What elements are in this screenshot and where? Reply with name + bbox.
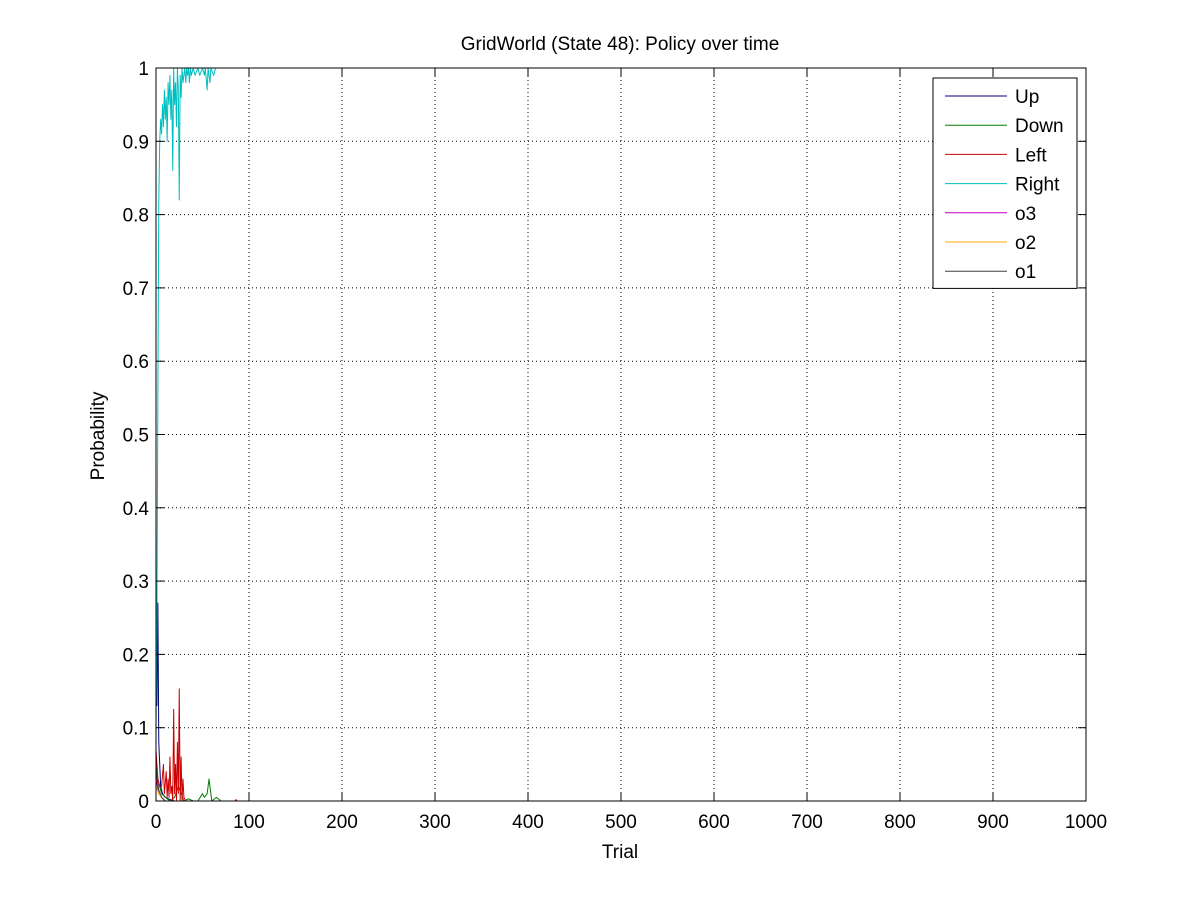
legend-label: Left	[1015, 145, 1047, 166]
y-tick-label: 0.8	[123, 206, 149, 227]
y-tick-label: 0.6	[123, 352, 149, 373]
x-tick-label: 800	[884, 812, 916, 833]
series-line-right	[155, 67, 231, 728]
y-tick-label: 0.5	[123, 426, 149, 447]
x-tick-label: 900	[977, 812, 1009, 833]
y-tick-label: 1	[138, 59, 149, 80]
y-tick-label: 0.9	[123, 132, 149, 153]
y-axis-label: Probability	[88, 391, 109, 480]
legend-label: o1	[1015, 262, 1036, 283]
legend: Up Down Left Right o3 o2 o1	[932, 77, 1078, 289]
x-tick-label: 200	[326, 812, 358, 833]
y-tick-label: 0.1	[123, 719, 149, 740]
y-tick-label: 0.7	[123, 279, 149, 300]
axis-ticks: 0 100 200 300 400 500 600 700 800 900 1000 0 0.1 0.2 0…	[123, 59, 1108, 833]
legend-label: Right	[1015, 175, 1060, 196]
x-tick-label: 0	[151, 812, 162, 833]
y-tick-label: 0	[138, 792, 149, 813]
grid-lines	[156, 68, 1086, 801]
x-tick-label: 700	[791, 812, 823, 833]
x-tick-label: 500	[605, 812, 637, 833]
chart-title: GridWorld (State 48): Policy over time	[461, 34, 780, 55]
y-tick-label: 0.4	[123, 499, 150, 520]
x-tick-label: 400	[512, 812, 544, 833]
legend-label: Down	[1015, 116, 1064, 137]
x-tick-label: 100	[233, 812, 265, 833]
y-tick-label: 0.2	[123, 645, 149, 666]
series-line-down	[155, 764, 1086, 802]
x-tick-label: 1000	[1065, 812, 1107, 833]
legend-label: o2	[1015, 233, 1036, 254]
x-tick-label: 300	[419, 812, 451, 833]
x-tick-label: 600	[698, 812, 730, 833]
y-tick-label: 0.3	[123, 572, 149, 593]
legend-label: o3	[1015, 204, 1036, 225]
series-line-left	[155, 688, 1086, 802]
legend-label: Up	[1015, 87, 1039, 108]
x-axis-label: Trial	[602, 842, 638, 863]
